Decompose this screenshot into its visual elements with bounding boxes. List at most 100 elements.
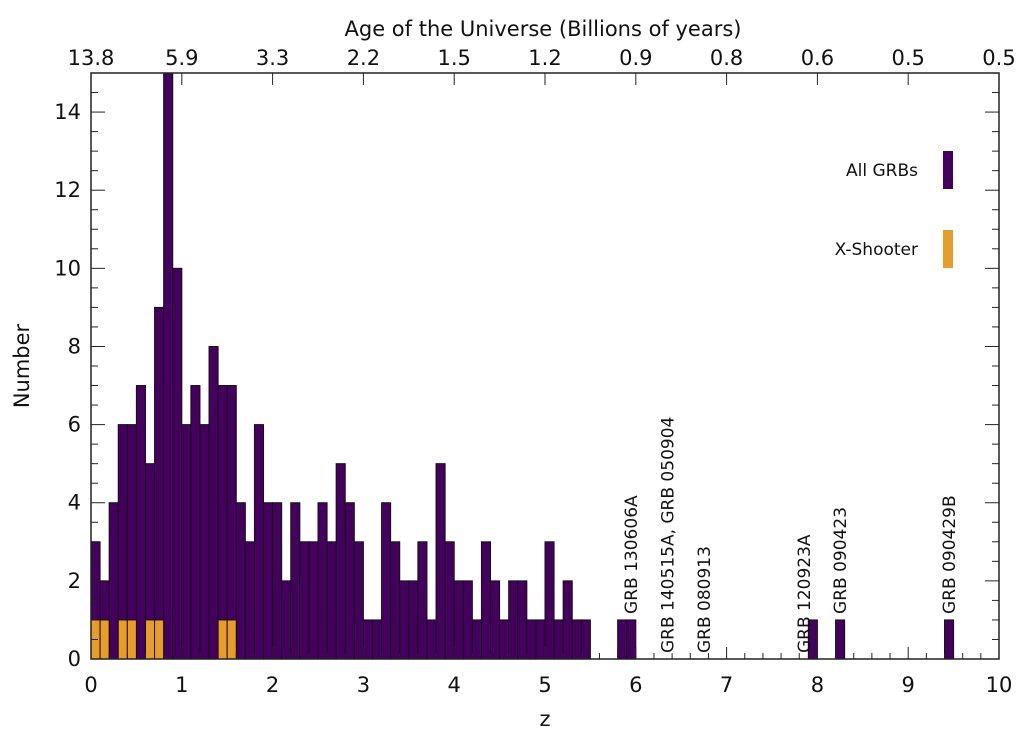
top-tick-label: 2.2 — [347, 46, 380, 70]
all-grbs-bar — [580, 619, 591, 660]
top-axis-title: Age of the Universe (Billions of years) — [345, 17, 742, 41]
all-grbs-bar — [362, 619, 373, 660]
x-shooter-bar — [99, 619, 110, 660]
all-grbs-bar — [453, 580, 464, 660]
all-grbs-bar — [326, 541, 337, 660]
all-grbs-bar — [172, 267, 183, 660]
all-grbs-bar — [281, 580, 292, 660]
y-tick-label: 14 — [54, 100, 81, 124]
grb-annotations: GRB 130606A GRB 140515A, GRB 050904 GRB 08… — [622, 417, 960, 653]
all-grbs-bar — [381, 502, 392, 660]
all-grbs-bar — [535, 619, 546, 660]
all-grbs-bar — [462, 580, 473, 660]
all-grbs-bar — [135, 385, 146, 660]
all-grbs-bar — [444, 541, 455, 660]
x-axis-title: z — [539, 707, 550, 731]
all-grbs-bar — [335, 463, 346, 660]
y-tick-labels: 0 2 4 6 8 10 12 14 — [54, 100, 81, 671]
all-grbs-bar — [154, 306, 165, 660]
x-shooter-bar — [217, 619, 228, 660]
all-grbs-bar — [408, 580, 419, 660]
x-tick-label: 10 — [986, 673, 1013, 697]
all-grbs-bar — [526, 619, 537, 660]
x-shooter-bar — [226, 619, 237, 660]
x-tick-label: 4 — [448, 673, 461, 697]
top-tick-label: 0.5 — [982, 46, 1015, 70]
y-tick-label: 6 — [68, 413, 81, 437]
all-grbs-bar — [290, 502, 301, 660]
x-tick-label: 8 — [811, 673, 824, 697]
x-tick-label: 2 — [266, 673, 279, 697]
all-grbs-bar — [426, 619, 437, 660]
y-axis-title: Number — [10, 323, 34, 408]
legend-swatch-all-grbs — [943, 151, 953, 189]
all-grbs-bar — [480, 541, 492, 660]
top-tick-label: 0.8 — [710, 46, 743, 70]
x-shooter-bar — [126, 619, 137, 660]
x-tick-label: 1 — [175, 673, 188, 697]
grb-annotation-label: GRB 140515A, GRB 050904 — [659, 417, 679, 653]
legend-label-x-shooter: X-Shooter — [835, 240, 918, 260]
top-tick-label: 1.2 — [528, 46, 561, 70]
all-grbs-bar — [244, 541, 255, 660]
all-grbs-bar — [390, 541, 401, 660]
all-grbs-bar — [562, 580, 573, 660]
all-grbs-bar — [190, 385, 201, 660]
all-grbs-bar — [490, 580, 501, 660]
all-grbs-bar — [181, 424, 192, 660]
x-shooter-bar — [154, 619, 165, 660]
all-grbs-bar — [617, 619, 628, 660]
all-grbs-bar — [417, 541, 428, 660]
x-tick-label: 7 — [720, 673, 733, 697]
legend: All GRBs X-Shooter — [835, 151, 953, 268]
all-grbs-bar — [544, 541, 555, 660]
top-tick-label: 0.6 — [801, 46, 834, 70]
all-grbs-bar — [399, 580, 410, 660]
all-grbs-bars — [90, 72, 955, 660]
all-grbs-bar — [226, 385, 237, 660]
legend-label-all-grbs: All GRBs — [846, 161, 918, 181]
all-grbs-bar — [253, 424, 265, 660]
all-grbs-bar — [435, 463, 446, 660]
grb-annotation-label: GRB 120923A — [795, 534, 815, 653]
top-tick-label: 13.8 — [68, 46, 115, 70]
x-tick-label: 0 — [84, 673, 97, 697]
grb-annotation-label: GRB 080913 — [695, 546, 715, 653]
y-tick-label: 10 — [54, 256, 81, 280]
y-tick-label: 8 — [68, 334, 81, 358]
x-tick-labels: 0 1 2 3 4 5 6 7 8 9 10 — [84, 673, 1012, 697]
top-tick-label: 0.5 — [891, 46, 924, 70]
all-grbs-bar — [553, 619, 564, 660]
all-grbs-bar — [944, 619, 955, 660]
all-grbs-bar — [517, 580, 528, 660]
top-tick-label: 5.9 — [165, 46, 198, 70]
all-grbs-bar — [108, 502, 119, 660]
grb-annotation-label: GRB 090423 — [831, 507, 851, 614]
all-grbs-bar — [344, 502, 355, 660]
x-tick-label: 3 — [357, 673, 370, 697]
x-shooter-bar — [117, 619, 128, 660]
all-grbs-bar — [208, 345, 219, 660]
all-grbs-bar — [626, 619, 637, 660]
all-grbs-bar — [353, 541, 364, 660]
top-tick-label: 0.9 — [619, 46, 652, 70]
all-grbs-bar — [199, 424, 210, 660]
axis-ticks — [90, 72, 1000, 660]
all-grbs-bar — [571, 619, 582, 660]
all-grbs-bar — [308, 541, 319, 660]
all-grbs-bar — [371, 619, 383, 660]
y-tick-label: 4 — [68, 491, 81, 515]
all-grbs-bar — [317, 502, 328, 660]
all-grbs-bar — [499, 619, 510, 660]
all-grbs-bar — [835, 619, 846, 660]
all-grbs-bar — [272, 502, 283, 660]
x-tick-label: 6 — [629, 673, 642, 697]
x-tick-label: 9 — [902, 673, 915, 697]
all-grbs-bar — [217, 385, 228, 660]
y-tick-label: 12 — [54, 178, 81, 202]
x-shooter-bar — [144, 619, 156, 660]
top-tick-label: 3.3 — [256, 46, 289, 70]
all-grbs-bar — [235, 502, 246, 660]
all-grbs-bar — [471, 619, 482, 660]
